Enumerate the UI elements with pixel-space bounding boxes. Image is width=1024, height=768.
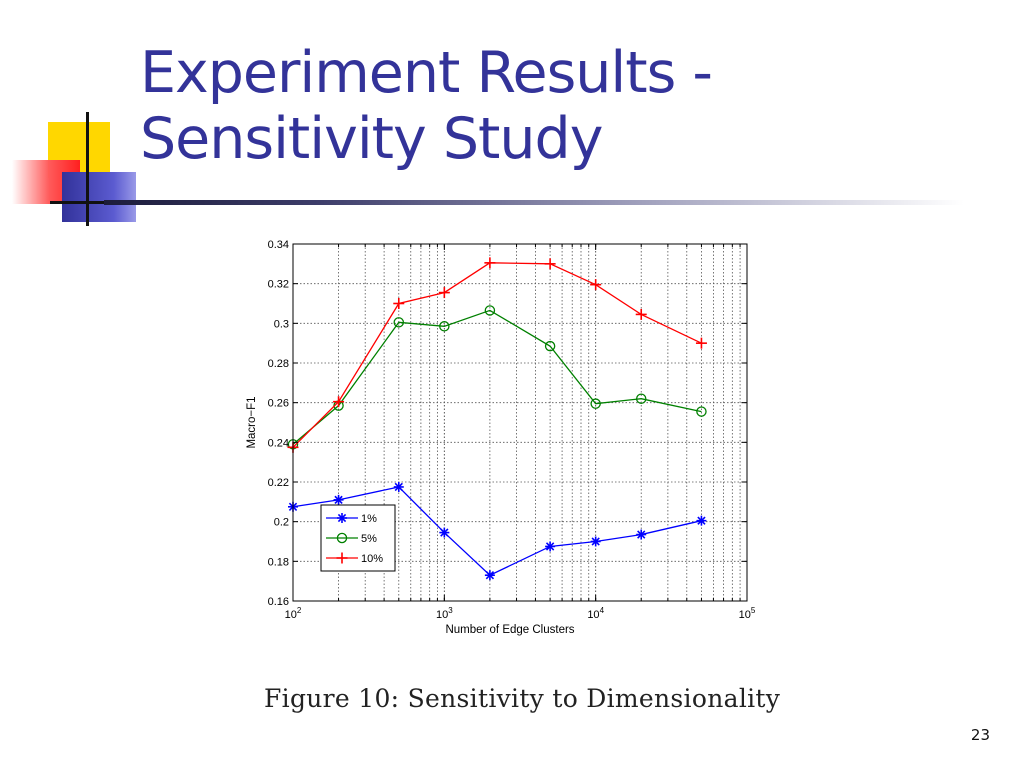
y-tick-label: 0.18 [268, 556, 289, 568]
circle-marker-shape [336, 532, 348, 544]
data-point [695, 337, 707, 349]
circle-marker-shape [590, 398, 601, 409]
star-marker-stroke [697, 516, 706, 525]
star-marker-stroke [334, 495, 343, 505]
y-tick-label: 0.32 [268, 279, 289, 291]
data-point [544, 340, 556, 352]
data-point [393, 298, 405, 309]
data-point [544, 258, 556, 270]
data-point [484, 257, 496, 269]
y-tick-label: 0.34 [268, 239, 289, 251]
label-layer: 0.16 0.18 0.2 0.22 0.24 0.26 0.28 0.3 0.32 0.34 10… [246, 239, 756, 636]
data-point [393, 481, 404, 492]
star-marker-stroke [337, 513, 347, 523]
decorative-horizontal-line [50, 201, 110, 204]
x-axis-label: Number of Edge Clusters [445, 624, 574, 636]
data-point [636, 529, 647, 540]
y-tick-label: 0.3 [274, 318, 289, 330]
circle-marker-shape [635, 393, 647, 404]
data-point [545, 541, 556, 552]
chart-background [238, 232, 758, 642]
star-marker-stroke [440, 528, 449, 537]
star-marker-stroke [394, 482, 403, 492]
circle-marker-shape [484, 305, 496, 316]
legend-marker [336, 532, 348, 544]
data-point [484, 570, 495, 581]
legend-label: 1% [361, 513, 377, 525]
star-marker-stroke [485, 571, 495, 580]
star-marker-stroke [637, 530, 646, 539]
slide-title-line-1: Experiment Results - [140, 40, 713, 106]
y-tick-label: 0.2 [274, 517, 289, 529]
chart-figure: 0.16 0.18 0.2 0.22 0.24 0.26 0.28 0.3 0.32 0.34 10… [238, 232, 758, 642]
legend-label: 10% [361, 553, 383, 565]
data-point [635, 393, 647, 404]
chart-svg: 0.16 0.18 0.2 0.22 0.24 0.26 0.28 0.3 0.32 0.34 10… [238, 232, 758, 642]
slide-title-line-2: Sensitivity Study [140, 106, 603, 172]
y-tick-label: 0.24 [268, 437, 289, 449]
data-point [590, 536, 601, 547]
y-tick-label: 0.16 [268, 596, 289, 608]
tick-layer [292, 243, 748, 602]
data-point [333, 494, 344, 505]
y-tick-label: 0.26 [268, 398, 289, 410]
circle-marker-shape [439, 321, 450, 332]
legend-marker [336, 552, 348, 564]
star-marker-stroke [591, 537, 600, 546]
legend: 1% 5% 10% [320, 504, 396, 572]
x-tick-label: 103 [436, 606, 453, 621]
data-point [439, 321, 450, 332]
slide-title: Experiment Results - Sensitivity Study [140, 40, 1000, 172]
data-point [439, 527, 450, 538]
series-line [292, 309, 702, 445]
grid-layer [293, 244, 747, 601]
x-tick-label: 104 [587, 606, 604, 621]
x-tick-label: 102 [285, 606, 302, 621]
data-point [590, 279, 602, 291]
star-marker-stroke [545, 542, 555, 551]
legend-marker [337, 513, 347, 523]
data-point [333, 396, 345, 408]
data-point [484, 305, 496, 316]
circle-marker-shape [696, 406, 707, 417]
decorative-vertical-line [86, 112, 89, 226]
circle-marker-shape [393, 317, 405, 328]
data-point [438, 287, 450, 299]
data-point [696, 515, 707, 526]
page-number: 23 [970, 726, 990, 744]
x-tick-label: 105 [739, 606, 756, 621]
y-tick-label: 0.28 [268, 358, 289, 370]
circle-marker-shape [544, 340, 556, 352]
data-point [635, 308, 647, 320]
series-3 [287, 257, 707, 453]
legend-label: 5% [361, 533, 377, 545]
decorative-blue-block [62, 172, 136, 222]
figure-caption: Figure 10: Sensitivity to Dimensionality [264, 684, 781, 713]
y-axis-label: Macro−F1 [246, 396, 258, 448]
data-point [393, 317, 405, 328]
title-underline-rule [104, 200, 964, 205]
plot-frame [292, 243, 748, 602]
data-point [696, 406, 707, 417]
y-tick-label: 0.22 [268, 477, 289, 489]
data-point [590, 398, 601, 409]
